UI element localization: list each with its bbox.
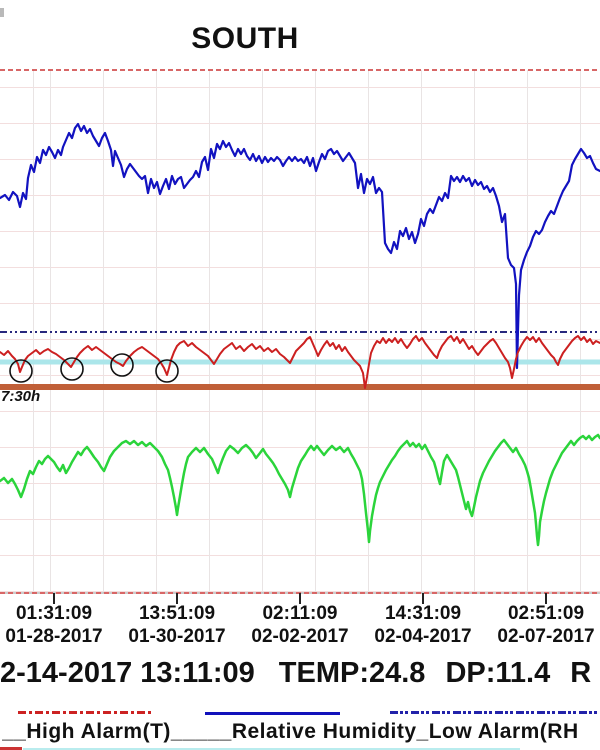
clipped-legend-row-red-sample: [0, 747, 22, 750]
x-axis-date-label: 01-30-2017: [128, 626, 226, 647]
legend-line-high-alarm-t: [18, 711, 153, 714]
legend-separator: _____: [170, 720, 232, 743]
legend-line-relative-humidity: [205, 712, 340, 715]
legend-label-low-alarm-rh: Low Alarm(RH: [428, 720, 579, 743]
scan-artifact: [0, 8, 4, 17]
legend-label-relative-humidity: Relative Humidity: [231, 720, 417, 743]
legend-labels: __High Alarm(T)_____Relative Humidity_Lo…: [2, 720, 600, 744]
x-axis-time-label: 14:31:09: [384, 603, 462, 624]
status-dp: DP:11.4: [445, 657, 551, 689]
x-axis-date-label: 01-28-2017: [5, 626, 103, 647]
chart-title: SOUTH: [191, 22, 299, 55]
legend-label-high-alarm-t: __High Alarm(T): [2, 720, 171, 743]
status-temp: TEMP:24.8: [278, 657, 426, 689]
clipped-legend-row-cyan-sample: [23, 748, 520, 750]
x-axis-time-label: 13:51:09: [138, 603, 216, 624]
x-axis-date-label: 02-07-2017: [497, 626, 595, 647]
duration-annotation: 7:30h: [1, 388, 41, 405]
x-axis-time-label: 01:31:09: [15, 603, 93, 624]
x-axis-time-label: 02:11:09: [262, 603, 338, 624]
chart-plot-area: [0, 70, 600, 593]
status-datetime: 2-14-2017 13:11:09: [0, 657, 255, 689]
x-axis-date-label: 02-02-2017: [251, 626, 349, 647]
status-bar: 2-14-2017 13:11:09 TEMP:24.8 DP:11.4 R: [0, 657, 600, 690]
x-axis-time-label: 02:51:09: [507, 603, 585, 624]
x-axis-date-label: 02-04-2017: [374, 626, 472, 647]
legend-line-low-alarm-rh: [390, 711, 600, 714]
status-clipped-text: R: [570, 657, 592, 689]
legend-separator: _: [416, 720, 429, 743]
